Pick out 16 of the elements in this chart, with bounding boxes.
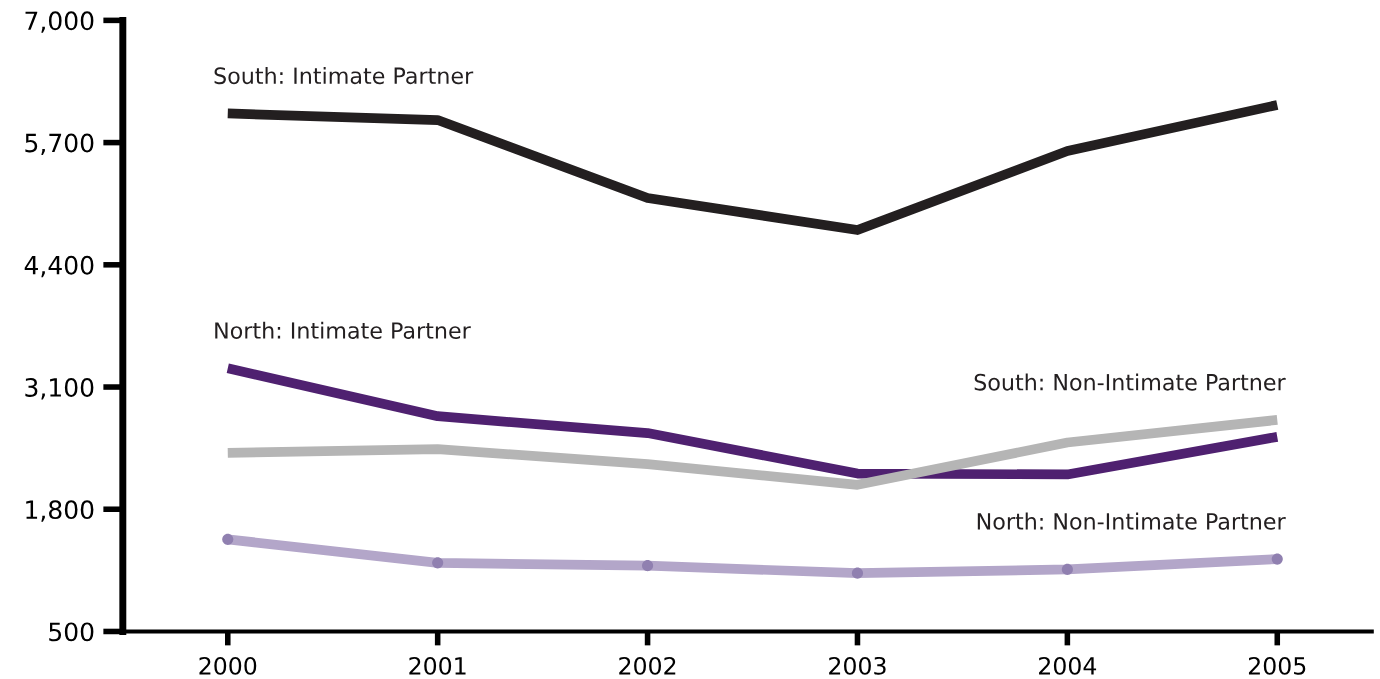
series-label: South: Intimate Partner (214, 66, 474, 85)
x-tick-label: 2000 (199, 656, 257, 675)
x-tick-label: 2002 (619, 656, 676, 675)
y-tick-label: 1,800 (26, 500, 94, 522)
x-tick-label: 2005 (1248, 656, 1306, 675)
series-label: South: Non-Intimate Partner (974, 373, 1286, 391)
series-label: North: Non-Intimate Partner (977, 512, 1286, 530)
y-tick-label: 5,700 (25, 133, 94, 155)
y-tick-label: 3,100 (25, 377, 94, 400)
y-tick-label: 4,400 (24, 255, 94, 278)
x-tick-label: 2004 (1039, 656, 1097, 675)
x-tick-label: 2001 (409, 656, 466, 675)
y-tick-label: 500 (49, 622, 94, 642)
x-tick-label: 2003 (829, 656, 886, 675)
series-label: North: Intimate Partner (215, 321, 471, 339)
y-tick-label: 7,000 (25, 11, 94, 33)
